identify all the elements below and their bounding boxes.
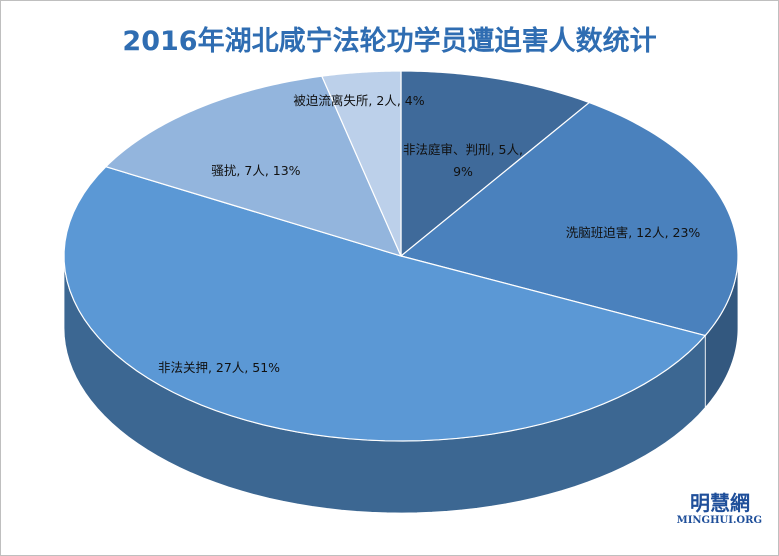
label-part: 骚扰: [211, 163, 237, 178]
data-label: 非法庭审、判刑, 5人, 9%: [401, 139, 526, 183]
label-part: 7人: [244, 163, 265, 178]
label-part: 4%: [404, 93, 425, 108]
label-part: 13%: [272, 163, 301, 178]
chart-title: 2016年湖北咸宁法轮功学员遭迫害人数统计: [122, 26, 657, 57]
slice: [63, 166, 707, 442]
label-part: ,: [236, 163, 245, 178]
label-part: ,: [368, 93, 377, 108]
label-part: ,: [244, 360, 253, 375]
label-part: ,: [490, 142, 499, 157]
label-part: 2人: [376, 93, 397, 108]
label-part: 51%: [252, 360, 281, 375]
slice: [320, 70, 402, 257]
watermark-subtitle: MINGHUI.ORG: [676, 515, 762, 526]
label-part: ,: [264, 163, 273, 178]
label-part: 非法庭审、判刑: [403, 142, 491, 157]
data-label: 非法关押, 27人, 51%: [119, 357, 319, 379]
label-part: 非法关押: [157, 360, 208, 375]
label-part: ,: [396, 93, 405, 108]
data-label: 被迫流离失所, 2人, 4%: [279, 90, 439, 112]
label-part: 5人: [498, 142, 519, 157]
label-part: ,: [628, 225, 637, 240]
data-label: 洗脑班迫害, 12人, 23%: [558, 222, 708, 244]
label-part: ,: [664, 225, 673, 240]
label-part: ,: [207, 360, 216, 375]
data-label: 骚扰, 7人, 13%: [181, 160, 331, 182]
label-part: 9%: [453, 164, 473, 179]
label-part: ,: [518, 142, 523, 157]
label-part: 12人: [636, 225, 665, 240]
label-part: 洗脑班迫害: [565, 225, 629, 240]
slice: [400, 70, 591, 258]
label-part: 27人: [215, 360, 245, 375]
label-part: 被迫流离失所: [293, 93, 369, 108]
watermark-title: 明慧網: [690, 491, 750, 515]
slice: [104, 75, 403, 257]
label-part: 23%: [672, 225, 701, 240]
slice: [399, 101, 739, 337]
